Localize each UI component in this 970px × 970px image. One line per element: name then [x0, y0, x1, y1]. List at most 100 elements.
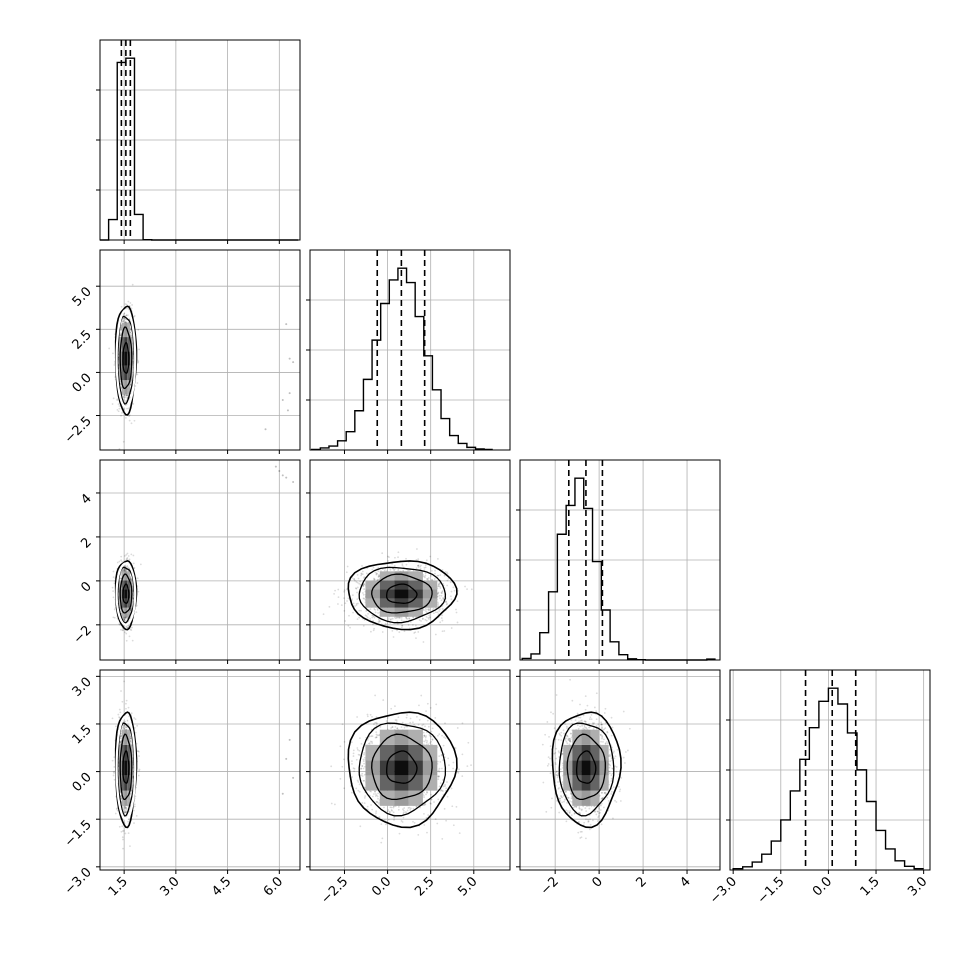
scatter-point — [588, 807, 591, 810]
scatter-point — [603, 728, 606, 731]
scatter-point — [391, 629, 394, 632]
scatter-point — [601, 797, 604, 800]
outlier-point — [292, 480, 295, 483]
scatter-point — [446, 571, 448, 574]
scatter-point — [129, 737, 132, 740]
scatter-point — [436, 601, 439, 604]
scatter-point — [128, 419, 131, 422]
scatter-point — [583, 726, 586, 728]
scatter-point — [128, 635, 131, 638]
scatter-point — [396, 622, 399, 625]
scatter-point — [430, 798, 433, 801]
scatter-point — [359, 825, 362, 828]
scatter-point — [601, 791, 603, 794]
scatter-point — [435, 703, 438, 706]
scatter-point — [430, 578, 433, 581]
scatter-point — [356, 618, 359, 621]
scatter-point — [436, 822, 439, 825]
scatter-point — [119, 334, 122, 337]
scatter-point — [577, 727, 580, 730]
scatter-point — [597, 816, 600, 819]
x-tick-label-1-0: −2.5 — [318, 874, 351, 907]
scatter-point — [431, 727, 434, 730]
scatter-point — [131, 304, 133, 306]
joint-panel-3-2 — [519, 669, 721, 871]
scatter-point — [434, 717, 437, 719]
scatter-point — [561, 796, 564, 799]
scatter-point — [456, 727, 459, 729]
scatter-point — [135, 814, 138, 817]
scatter-point — [138, 770, 140, 772]
scatter-point — [344, 620, 347, 622]
scatter-point — [353, 767, 356, 770]
scatter-point — [570, 814, 573, 817]
scatter-point — [426, 608, 429, 611]
scatter-point — [444, 785, 446, 788]
scatter-point — [425, 710, 427, 713]
scatter-point — [356, 581, 359, 584]
scatter-point — [568, 737, 571, 740]
scatter-point — [567, 738, 570, 741]
scatter-point — [343, 787, 346, 790]
scatter-point — [445, 603, 448, 606]
density-cell — [563, 744, 573, 761]
contour-level-0 — [347, 711, 458, 829]
scatter-point — [427, 609, 430, 612]
density-cell — [127, 571, 130, 581]
scatter-point — [574, 719, 577, 722]
scatter-point — [375, 733, 378, 736]
scatter-point — [362, 584, 365, 587]
scatter-point — [609, 760, 612, 763]
scatter-point — [358, 737, 361, 740]
scatter-point — [118, 717, 121, 719]
scatter-point — [576, 724, 579, 727]
scatter-point — [139, 563, 142, 566]
scatter-point — [389, 618, 392, 621]
scatter-point — [422, 641, 425, 643]
density-cell — [379, 598, 395, 608]
outlier-point — [292, 776, 295, 779]
scatter-point — [428, 733, 431, 736]
scatter-point — [112, 352, 114, 355]
scatter-point — [358, 754, 361, 756]
scatter-point — [377, 621, 380, 623]
scatter-point — [375, 573, 378, 576]
scatter-point — [446, 795, 449, 798]
contour-lines — [114, 711, 138, 829]
scatter-point — [562, 795, 565, 797]
scatter-point — [375, 794, 378, 797]
scatter-point — [441, 789, 443, 792]
scatter-point — [345, 571, 348, 574]
scatter-point — [412, 807, 415, 810]
scatter-point — [598, 815, 600, 817]
scatter-point — [337, 588, 340, 591]
scatter-point — [567, 796, 570, 799]
scatter-point — [601, 723, 604, 726]
density-cell — [422, 598, 438, 608]
scatter-point — [133, 822, 135, 824]
scatter-point — [372, 623, 374, 626]
scatter-point — [356, 716, 359, 718]
density-cell — [127, 580, 130, 590]
scatter-point — [578, 812, 581, 815]
scatter-point — [363, 577, 365, 579]
scatter-point — [565, 737, 568, 740]
scatter-point — [561, 801, 564, 804]
scatter-point — [353, 770, 356, 773]
scatter-point — [356, 748, 359, 751]
scatter-point — [377, 576, 380, 579]
scatter-point — [352, 755, 355, 757]
scatter-point — [360, 574, 363, 577]
scatter-point — [567, 797, 570, 799]
scatter-point — [427, 743, 430, 746]
density-cell — [394, 580, 409, 590]
scatter-point — [121, 560, 123, 563]
scatter-point — [559, 797, 561, 800]
scatter-point — [137, 750, 140, 752]
scatter-point — [611, 746, 614, 749]
scatter-point — [138, 768, 141, 771]
x-tick-label-1-2: 2.5 — [412, 874, 437, 899]
joint-panel-3-1 — [309, 669, 511, 871]
scatter-point — [120, 555, 123, 558]
scatter-point — [452, 824, 455, 827]
